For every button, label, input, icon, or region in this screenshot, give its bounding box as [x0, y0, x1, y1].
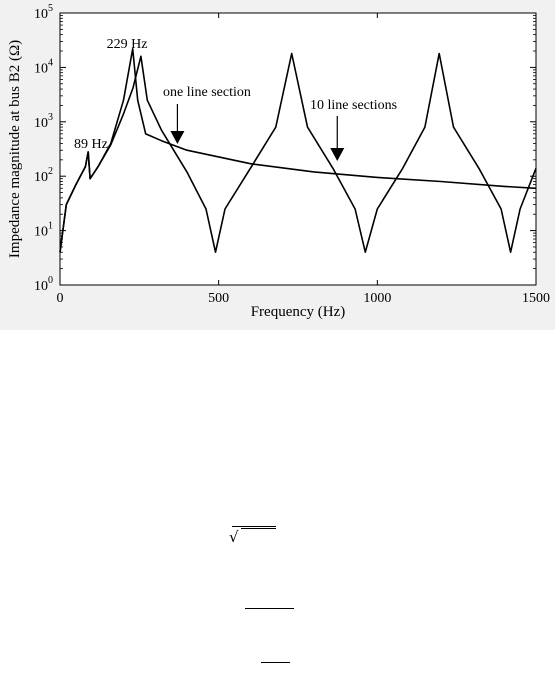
equation-fraction-bar-1 [245, 608, 294, 609]
plot-frame [59, 12, 537, 286]
x-tick-label: 0 [57, 291, 64, 306]
arrow-10-lines-head [330, 148, 345, 161]
sqrt-symbol: √ [229, 528, 239, 546]
arrow-one-line-head [170, 131, 185, 144]
series-line-ten [59, 52, 537, 253]
y-tick-exponent: 2 [48, 166, 53, 177]
annotation-229hz: 229 Hz [107, 37, 148, 52]
y-tick-exponent: 1 [48, 221, 53, 232]
y-tick-label: 105 [34, 3, 53, 22]
y-tick-label: 101 [34, 221, 53, 240]
x-axis-title: Frequency (Hz) [251, 304, 346, 320]
y-tick-label: 104 [34, 57, 53, 76]
y-tick-exponent: 3 [48, 112, 53, 123]
equation-fraction-bar-2 [261, 662, 290, 663]
y-tick-label: 102 [34, 166, 53, 185]
y-axis-title: Impedance magnitude at bus B2 (Ω) [7, 40, 23, 258]
x-tick-label: 500 [208, 291, 229, 306]
y-tick-exponent: 0 [48, 275, 53, 286]
y-tick-exponent: 5 [48, 3, 53, 14]
x-tick-label: 1000 [363, 291, 391, 306]
annotation-89hz: 89 Hz [74, 137, 108, 152]
y-tick-label: 103 [34, 112, 53, 131]
annotation-one-line-section: one line section [163, 85, 251, 100]
x-tick-label: 1500 [522, 291, 550, 306]
sqrt-vinculum [241, 528, 276, 529]
annotation-10-line-sections: 10 line sections [310, 98, 397, 113]
impedance-chart: 0 500 1000 1500 100 101 102 103 104 105 229 Hz 89… [0, 0, 555, 330]
equation-overbar-1 [232, 526, 276, 527]
y-tick-exponent: 4 [48, 57, 53, 68]
y-tick-label: 100 [34, 275, 53, 294]
